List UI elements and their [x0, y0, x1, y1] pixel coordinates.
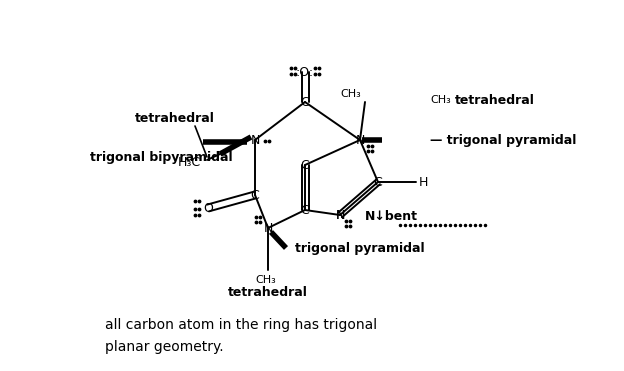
Text: planar geometry.: planar geometry. — [105, 340, 223, 354]
Text: CH₃: CH₃ — [340, 89, 361, 99]
Text: all carbon atom in the ring has trigonal: all carbon atom in the ring has trigonal — [105, 318, 377, 332]
Text: N: N — [335, 209, 344, 221]
Text: H: H — [418, 175, 427, 188]
Text: N: N — [250, 134, 260, 147]
Text: — trigonal pyramidal: — trigonal pyramidal — [430, 134, 577, 147]
Text: N: N — [355, 134, 364, 147]
Text: C: C — [301, 158, 310, 171]
Text: CH₃: CH₃ — [430, 95, 451, 105]
Text: N: N — [263, 221, 273, 234]
Text: trigonal bipyramidal: trigonal bipyramidal — [90, 151, 233, 164]
Text: C: C — [374, 175, 383, 188]
Text: trigonal pyramidal: trigonal pyramidal — [295, 242, 424, 255]
Text: :O:: :O: — [296, 66, 314, 79]
Text: C: C — [301, 95, 310, 108]
Text: H₃C: H₃C — [178, 155, 201, 168]
Text: N: N — [335, 209, 344, 221]
Text: tetrahedral: tetrahedral — [228, 286, 308, 299]
Text: tetrahedral: tetrahedral — [135, 112, 215, 125]
Text: O: O — [203, 201, 213, 214]
Text: N↓bent: N↓bent — [365, 210, 418, 223]
Text: C: C — [301, 204, 310, 217]
Text: C: C — [251, 188, 260, 201]
Text: CH₃: CH₃ — [256, 275, 276, 285]
Text: tetrahedral: tetrahedral — [455, 93, 535, 106]
